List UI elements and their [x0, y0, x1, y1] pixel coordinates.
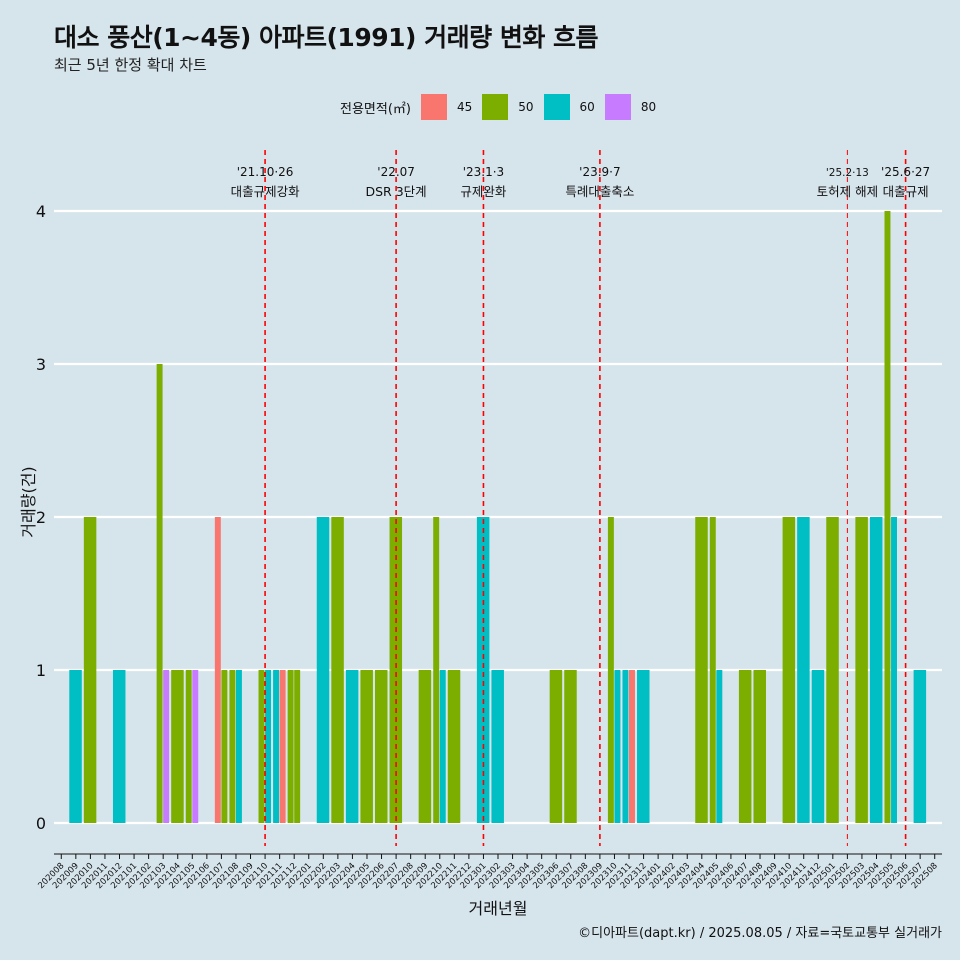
y-tick-label-4: 4	[36, 202, 46, 221]
bar-202306-50-0	[549, 670, 563, 823]
event-label-2: 규제완화	[460, 184, 507, 199]
bar-202411-60-0	[797, 517, 810, 823]
bar-202104-50-0	[171, 670, 184, 823]
bar-202410-50-0	[782, 517, 796, 823]
bar-202111-60-0	[273, 670, 280, 823]
bar-202507-60-0	[913, 670, 927, 823]
event-date-5: '25.6·27	[881, 165, 930, 179]
bar-202407-50-0	[738, 670, 752, 823]
legend-item-45: 45	[420, 94, 473, 120]
bar-202405-60-1	[716, 670, 723, 823]
bar-202301-60-0	[476, 517, 490, 823]
event-date-2: '23.1·3	[463, 165, 504, 179]
x-axis-label: 거래년월	[469, 899, 528, 918]
bar-202311-45-1	[629, 670, 635, 823]
chart-title: 대소 풍산(1~4동) 아파트(1991) 거래량 변화 흐름	[54, 23, 599, 52]
bar-202112-50-1	[294, 670, 301, 823]
bar-202012-60-0	[112, 670, 126, 823]
bar-202204-60-0	[345, 670, 359, 823]
bar-202503-50-0	[855, 517, 868, 823]
bar-202112-50-0	[287, 670, 294, 823]
chart-subtitle: 최근 5년 한정 확대 차트	[54, 56, 207, 74]
legend-swatch-50	[482, 94, 509, 120]
event-label-1: DSR 3단계	[366, 184, 427, 199]
bar-202412-60-0	[811, 670, 825, 823]
bar-202105-50-0	[185, 670, 192, 823]
bar-202111-45-1	[279, 670, 286, 823]
legend-swatch-60	[543, 94, 570, 120]
legend-title: 전용면적(㎡)	[340, 101, 411, 117]
bar-202202-60-0	[316, 517, 330, 823]
bar-series	[69, 211, 927, 823]
bar-202210-50-0	[433, 517, 440, 823]
bar-202203-50-0	[331, 517, 344, 823]
y-tick-label-1: 1	[36, 661, 46, 680]
bar-202209-50-0	[418, 670, 432, 823]
bar-202505-50-0	[884, 211, 891, 823]
bar-202307-50-0	[564, 670, 577, 823]
bar-202408-50-0	[753, 670, 766, 823]
event-label-3: 특례대출축소	[565, 184, 634, 199]
y-tick-label-3: 3	[36, 355, 46, 374]
legend-label-50: 50	[518, 100, 534, 114]
bar-202505-60-1	[891, 517, 897, 823]
bar-202108-50-0	[229, 670, 236, 823]
bar-202103-50-0	[156, 364, 163, 823]
event-date-0: '21.10·26	[237, 165, 294, 179]
bar-202504-60-0	[869, 517, 883, 823]
legend: 전용면적(㎡) 45 50 60 80	[340, 93, 666, 121]
bar-202110-50-0	[258, 670, 265, 823]
bar-202302-60-0	[491, 670, 504, 823]
legend-item-60: 60	[543, 94, 595, 120]
legend-label-80: 80	[640, 100, 657, 114]
bar-202211-50-0	[447, 670, 461, 823]
bar-202110-60-1	[265, 670, 272, 823]
legend-label-45: 45	[456, 100, 473, 114]
bar-202405-50-0	[709, 517, 716, 823]
legend-item-80: 80	[604, 94, 657, 120]
bar-202107-50-1	[221, 670, 228, 823]
event-label-4: 토허제 해제	[817, 184, 878, 199]
event-date-4: '25.2·13	[826, 167, 869, 179]
bar-202103-80-1	[163, 670, 170, 823]
bar-202207-50-0	[389, 517, 403, 823]
bar-202404-50-0	[695, 517, 708, 823]
bar-202010-50-0	[83, 517, 97, 823]
event-date-3: '23.9·7	[579, 165, 620, 179]
y-tick-label-2: 2	[36, 508, 46, 527]
bar-202311-60-0	[622, 670, 629, 823]
event-label-0: 대출규제강화	[231, 184, 301, 199]
bar-202310-50-0	[607, 517, 614, 823]
event-date-1: '22.07	[377, 165, 415, 179]
bar-202501-50-0	[826, 517, 839, 823]
bar-202206-50-0	[374, 670, 388, 823]
bar-202205-50-0	[360, 670, 373, 823]
bar-202312-60-0	[637, 670, 650, 823]
event-annotations: '21.10·26 대출규제강화 '22.07 DSR 3단계 '23.1·3 규제완화 '…	[231, 150, 930, 846]
bar-202108-60-1	[235, 670, 242, 823]
event-label-5: 대출규제	[883, 184, 929, 199]
legend-label-60: 60	[579, 100, 595, 114]
bar-202105-80-1	[192, 670, 199, 823]
legend-swatch-45	[420, 94, 447, 120]
y-axis-label: 거래량(건)	[19, 466, 38, 537]
bar-202009-60-0	[69, 670, 82, 823]
source-caption: ©디아파트(dapt.kr) / 2025.08.05 / 자료=국토교통부 실…	[578, 926, 942, 941]
y-tick-label-0: 0	[36, 814, 46, 833]
legend-swatch-80	[604, 94, 631, 120]
legend-item-50: 50	[482, 94, 534, 120]
bar-202107-45-0	[214, 517, 221, 823]
bar-202210-60-1	[439, 670, 446, 823]
bar-202310-60-1	[614, 670, 621, 823]
